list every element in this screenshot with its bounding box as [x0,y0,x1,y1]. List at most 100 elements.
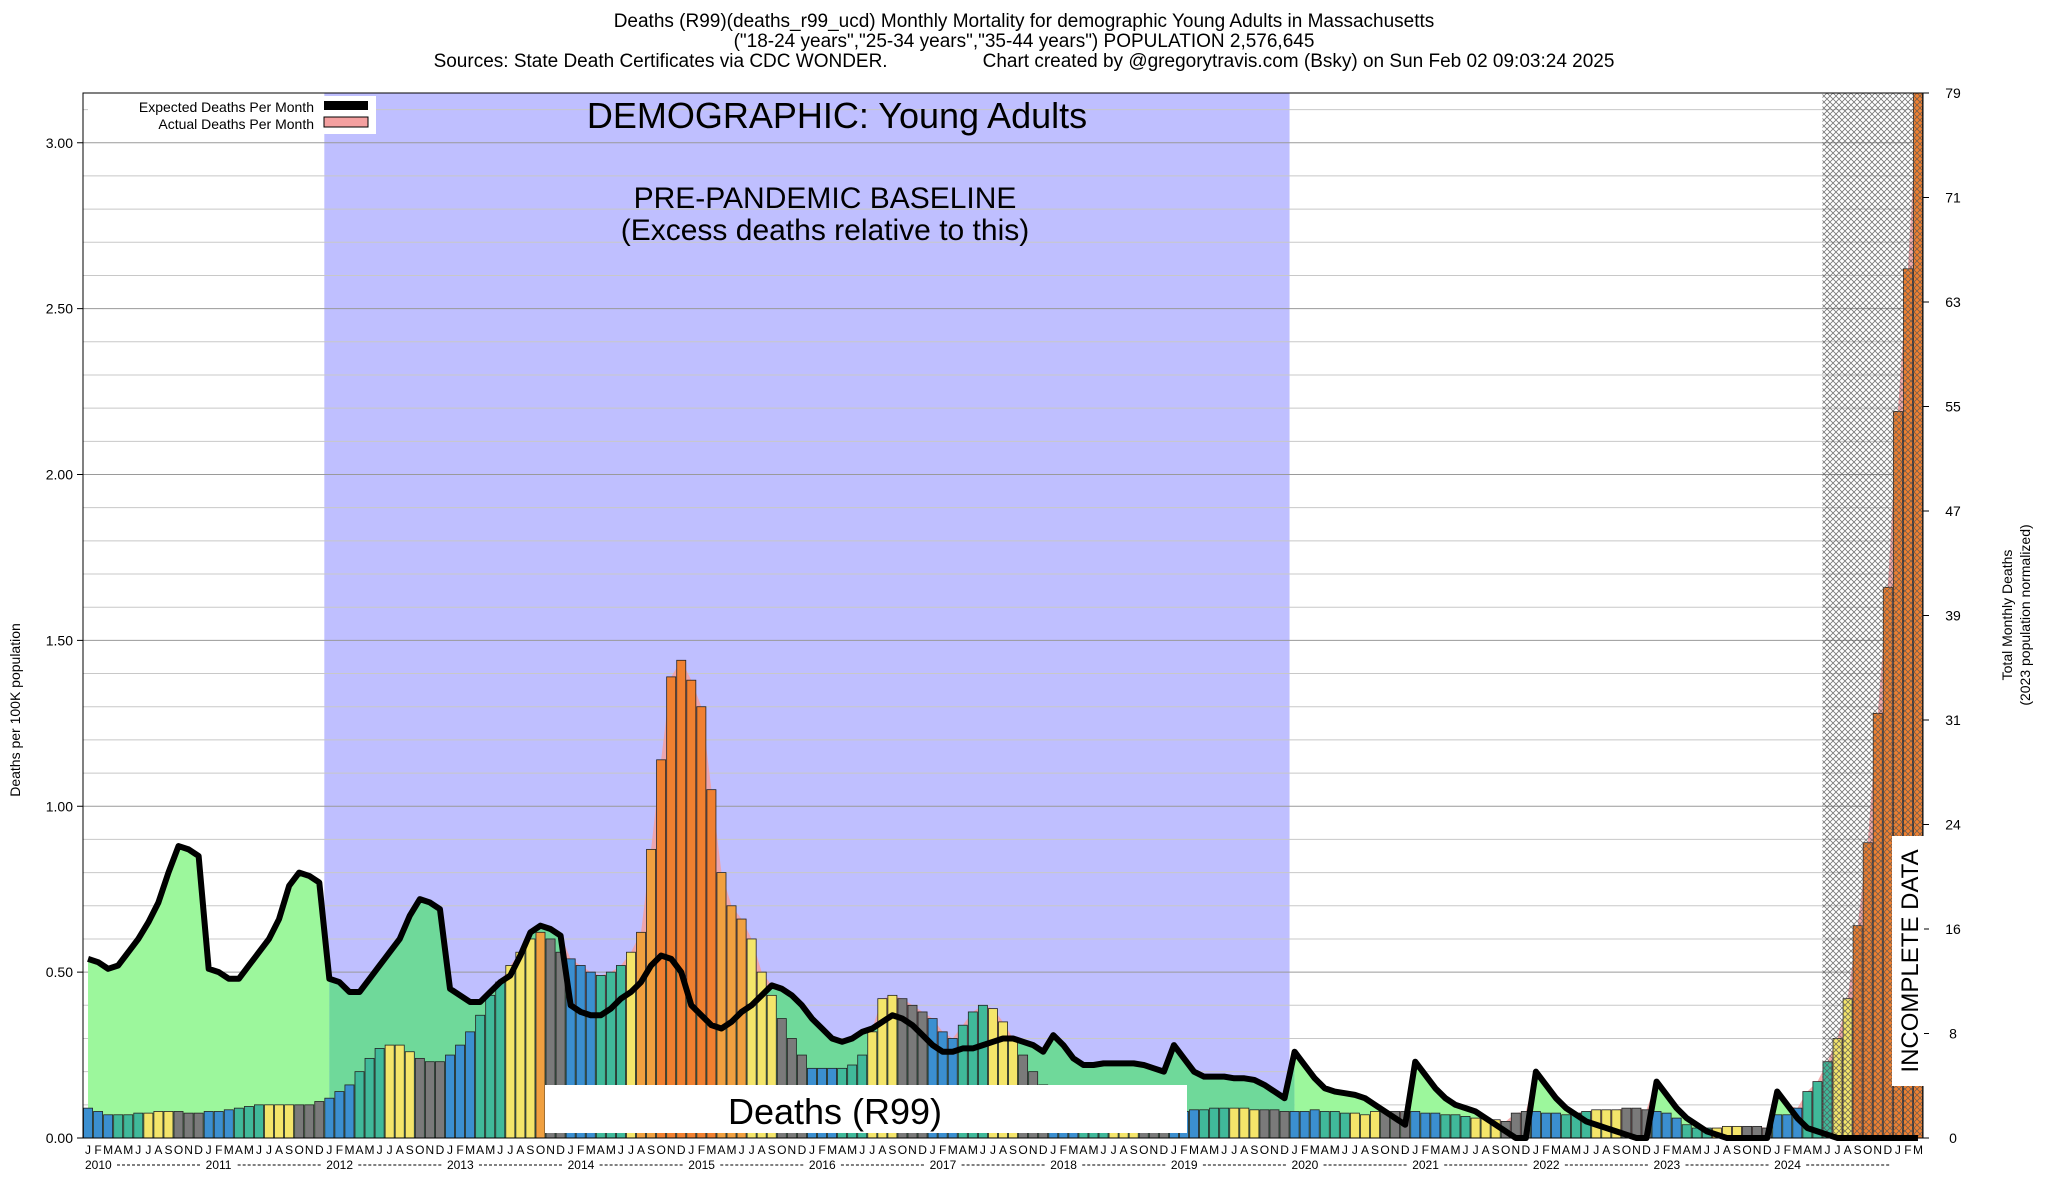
month-tick-label: J [1824,1143,1830,1157]
month-tick-label: N [1391,1143,1400,1157]
month-tick-label: J [1352,1143,1358,1157]
bar [233,1107,244,1139]
month-tick-label: A [275,1143,283,1157]
month-tick-label: A [1482,1143,1490,1157]
bar [1199,1109,1210,1139]
y-tick-label-right: 63 [1945,294,1961,310]
month-tick-label: A [1321,1143,1329,1157]
bar [344,1084,355,1139]
bar [1671,1117,1682,1139]
month-tick-label: O [1501,1143,1510,1157]
month-tick-label: N [1149,1143,1158,1157]
month-tick-label: A [838,1143,846,1157]
bar [243,1106,254,1139]
bar [173,1111,184,1139]
month-tick-label: A [1602,1143,1610,1157]
month-tick-label: M [606,1143,616,1157]
month-tick-label: F [1904,1143,1911,1157]
month-tick-label: S [888,1143,896,1157]
month-tick-label: A [999,1143,1007,1157]
chart-subtitle: ("18-24 years","25-34 years","35-44 year… [733,31,1315,52]
bar [666,676,677,1139]
month-tick-label: N [1270,1143,1279,1157]
incomplete-label: INCOMPLETE DATA [1897,849,1924,1072]
month-tick-label: F [1784,1143,1791,1157]
y-tick-label-left: 0.50 [46,964,73,980]
y-tick-label-left: 0.00 [46,1130,73,1146]
month-tick-label: A [717,1143,725,1157]
bar [324,1097,335,1139]
bar [495,981,506,1139]
bar [1460,1116,1471,1139]
month-tick-label: N [1511,1143,1520,1157]
y-tick-label-left: 2.50 [46,301,73,317]
month-tick-label: J [206,1143,212,1157]
month-tick-label: D [194,1143,203,1157]
month-tick-label: M [1812,1143,1822,1157]
year-tick-label: 2015 [688,1158,715,1172]
year-tick-label: 2020 [1292,1158,1319,1172]
y-tick-label-right: 24 [1945,817,1961,833]
month-tick-label: A [1361,1143,1369,1157]
axes: 0.00 0.50 1.00 1.50 2.00 2.50 3.00 0 8 16 24 31 39 47… [46,85,1961,1172]
y-tick-label-right: 8 [1949,1026,1957,1042]
bar [1249,1109,1260,1139]
bar [656,759,667,1139]
month-tick-label: O [777,1143,786,1157]
month-tick-label: J [1654,1143,1660,1157]
bar [1219,1107,1230,1139]
month-tick-label: S [1371,1143,1379,1157]
bar [1782,1114,1793,1139]
month-tick-label: M [1571,1143,1581,1157]
bar [1410,1111,1421,1139]
baseline-period-band [324,93,1290,1138]
month-tick-label: M [365,1143,375,1157]
legend: Expected Deaths Per Month Actual Deaths … [88,96,376,134]
bar [1319,1111,1330,1139]
bar [203,1111,214,1139]
bar [696,706,707,1139]
bar [1551,1112,1561,1139]
month-tick-label: M [1672,1143,1682,1157]
bar [445,1054,455,1139]
month-tick-label: N [305,1143,314,1157]
month-tick-label: N [546,1143,555,1157]
bar [686,679,697,1139]
month-tick-label: D [1401,1143,1410,1157]
month-tick-label: A [1120,1143,1128,1157]
bar [254,1104,264,1139]
bar [334,1091,345,1139]
month-tick-label: M [1913,1143,1923,1157]
bar [1309,1109,1320,1139]
bar [414,1057,425,1139]
month-tick-label: F [1663,1143,1670,1157]
legend-actual-label: Actual Deaths Per Month [158,116,314,132]
month-tick-label: D [1160,1143,1169,1157]
month-tick-label: N [1873,1143,1882,1157]
month-tick-label: F [1542,1143,1549,1157]
bar [384,1044,395,1139]
year-tick-label: 2011 [206,1158,232,1172]
month-tick-label: S [647,1143,655,1157]
month-tick-label: O [174,1143,183,1157]
y-tick-label-right: 16 [1945,921,1961,937]
y-tick-label-left: 1.00 [46,798,73,814]
month-tick-label: O [295,1143,304,1157]
month-tick-label: M [1088,1143,1098,1157]
month-tick-label: J [326,1143,332,1157]
bar [1440,1114,1451,1139]
bar [525,938,536,1139]
month-tick-label: S [1250,1143,1258,1157]
month-tick-label: M [586,1143,596,1157]
year-tick-label: 2019 [1171,1158,1198,1172]
month-tick-label: J [749,1143,755,1157]
month-tick-label: D [556,1143,565,1157]
y-tick-label-right: 39 [1945,608,1961,624]
baseline-sublabel: (Excess deaths relative to this) [621,214,1030,247]
bar [1430,1112,1441,1139]
month-tick-label: D [1039,1143,1048,1157]
bar [123,1114,134,1139]
month-tick-label: D [918,1143,927,1157]
month-tick-label: A [1562,1143,1570,1157]
